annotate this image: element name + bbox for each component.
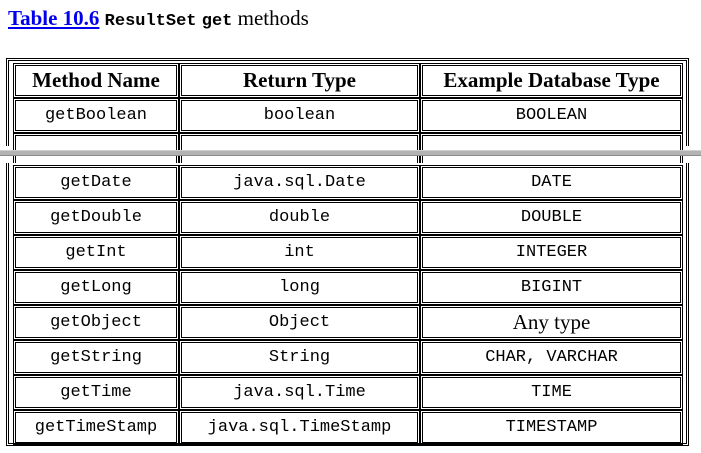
table-top-section: Method Name Return Type Example Database… — [6, 58, 689, 168]
return-type-cell: double — [179, 200, 420, 235]
return-type-cell: Object — [179, 305, 420, 340]
return-type-cell: int — [179, 235, 420, 270]
table-row: getString String CHAR, VARCHAR — [13, 340, 683, 375]
table-row: getTimeStamp java.sql.TimeStamp TIMESTAM… — [13, 410, 683, 445]
method-name-cell: getBoolean — [13, 98, 179, 133]
table-row: getLong long BIGINT — [13, 270, 683, 305]
method-name-cell: getInt — [13, 235, 179, 270]
database-type-cell: BOOLEAN — [420, 98, 683, 133]
database-type-cell: TIME — [420, 375, 683, 410]
methods-table-bottom: getDate java.sql.Date DATE getDouble dou… — [13, 165, 683, 445]
caption-method-word: get — [201, 12, 233, 31]
caption-suffix: methods — [237, 6, 309, 30]
table-row: getDouble double DOUBLE — [13, 200, 683, 235]
table-number-link[interactable]: Table 10.6 — [8, 6, 100, 30]
database-type-cell: BIGINT — [420, 270, 683, 305]
table-row: getTime java.sql.Time TIME — [13, 375, 683, 410]
method-name-cell: getDouble — [13, 200, 179, 235]
method-name-cell: getLong — [13, 270, 179, 305]
return-type-cell: long — [179, 270, 420, 305]
method-name-cell: getString — [13, 340, 179, 375]
header-row: Method Name Return Type Example Database… — [13, 63, 683, 98]
table-bottom-section: getDate java.sql.Date DATE getDouble dou… — [6, 163, 689, 446]
method-name-cell: getObject — [13, 305, 179, 340]
return-type-cell: java.sql.Date — [179, 165, 420, 200]
database-type-cell: Any type — [420, 305, 683, 340]
header-example-database-type: Example Database Type — [420, 63, 683, 98]
database-type-cell: INTEGER — [420, 235, 683, 270]
table-row: getInt int INTEGER — [13, 235, 683, 270]
database-type-cell: DOUBLE — [420, 200, 683, 235]
return-type-cell: String — [179, 340, 420, 375]
database-type-cell: DATE — [420, 165, 683, 200]
header-return-type: Return Type — [179, 63, 420, 98]
method-name-cell: getTimeStamp — [13, 410, 179, 445]
table-row: getBoolean boolean BOOLEAN — [13, 98, 683, 133]
caption-class-name: ResultSet — [104, 12, 197, 31]
database-type-cell: TIMESTAMP — [420, 410, 683, 445]
return-type-cell: boolean — [179, 98, 420, 133]
method-name-cell: getDate — [13, 165, 179, 200]
return-type-cell: java.sql.TimeStamp — [179, 410, 420, 445]
method-name-cell: getTime — [13, 375, 179, 410]
table-caption: Table 10.6 ResultSet get methods — [8, 5, 309, 35]
header-method-name: Method Name — [13, 63, 179, 98]
database-type-cell: CHAR, VARCHAR — [420, 340, 683, 375]
return-type-cell: java.sql.Time — [179, 375, 420, 410]
table-row: getDate java.sql.Date DATE — [13, 165, 683, 200]
table-row: getObject Object Any type — [13, 305, 683, 340]
page-break-divider — [0, 150, 701, 156]
